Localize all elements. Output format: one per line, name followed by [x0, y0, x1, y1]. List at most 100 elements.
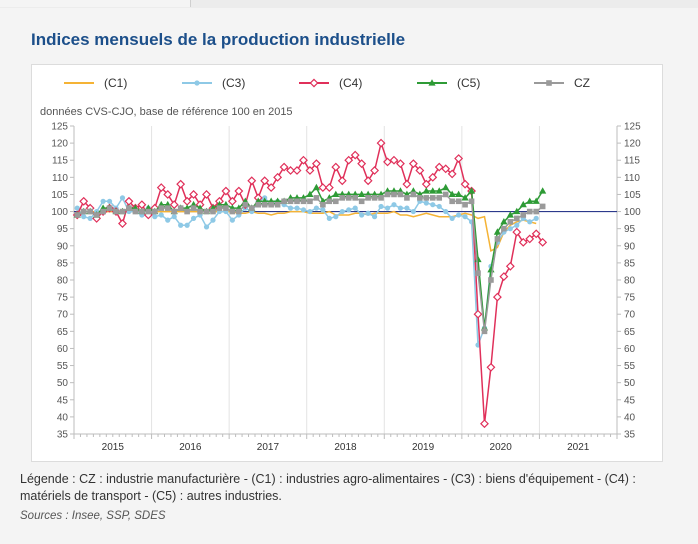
- data-point-c3: [300, 207, 307, 213]
- data-point-c3: [158, 212, 164, 218]
- data-point-cz: [216, 205, 223, 211]
- y-tick-label-right: 70: [624, 310, 636, 321]
- tab-edge: [0, 0, 191, 7]
- y-tick-label-left: 110: [52, 173, 68, 184]
- y-tick-label-left: 45: [57, 395, 69, 406]
- data-point-c3: [74, 205, 80, 211]
- data-point-c4: [337, 176, 347, 186]
- data-point-cz: [287, 198, 294, 205]
- data-point-c4: [266, 183, 276, 193]
- data-point-cz: [119, 208, 126, 215]
- y-tick-label-right: 90: [624, 241, 636, 252]
- legend-swatch-marker: [546, 80, 552, 86]
- data-point-c3: [533, 215, 539, 221]
- y-tick-label-right: 105: [624, 190, 641, 201]
- y-tick-label-left: 125: [51, 122, 68, 133]
- data-point-cz: [139, 208, 145, 215]
- data-point-cz: [223, 205, 229, 211]
- data-point-c4: [279, 162, 289, 172]
- data-point-c3: [171, 214, 177, 220]
- y-tick-label-right: 100: [624, 207, 641, 218]
- data-point-cz: [210, 208, 216, 215]
- data-point-c4: [402, 179, 412, 189]
- data-point-c3: [507, 226, 513, 232]
- data-point-cz: [242, 201, 249, 208]
- data-point-c5: [532, 197, 540, 204]
- data-point-c4: [137, 200, 147, 210]
- y-tick-label-right: 75: [624, 293, 636, 304]
- data-point-c3: [359, 212, 365, 218]
- data-point-c4: [273, 172, 283, 182]
- data-point-cz: [429, 195, 436, 201]
- data-point-cz: [152, 208, 158, 215]
- legend-label: (C5): [457, 76, 480, 90]
- data-point-c5: [312, 183, 321, 191]
- data-point-cz: [391, 191, 397, 198]
- data-point-cz: [436, 195, 443, 201]
- sources-note: Sources : Insee, SSP, SDES: [20, 510, 166, 522]
- data-point-cz: [410, 191, 417, 198]
- y-tick-label-right: 40: [624, 412, 636, 423]
- data-point-cz: [190, 205, 197, 211]
- data-point-c3: [404, 205, 410, 211]
- data-point-c3: [100, 198, 106, 204]
- chart-panel: (C1) (C3) (C4) (C5) CZ données CVS-CJO, base …: [31, 64, 663, 462]
- data-point-c3: [462, 214, 468, 220]
- data-point-c4: [260, 176, 270, 186]
- data-point-c4: [305, 166, 315, 175]
- data-point-cz: [449, 198, 455, 205]
- data-point-c4: [499, 272, 509, 282]
- data-point-cz: [307, 198, 313, 205]
- data-point-c3: [443, 208, 449, 215]
- data-point-c3: [294, 205, 300, 211]
- data-point-c3: [333, 214, 339, 220]
- data-point-c5: [493, 228, 502, 235]
- legend-swatch-marker: [194, 80, 200, 86]
- y-tick-label-left: 55: [57, 361, 69, 372]
- data-point-cz: [352, 195, 358, 201]
- data-point-c4: [415, 166, 425, 175]
- data-point-c3: [203, 224, 210, 230]
- y-tick-label-right: 65: [624, 327, 636, 338]
- data-point-cz: [345, 195, 352, 201]
- data-point-c3: [106, 198, 113, 204]
- data-point-c4: [234, 186, 244, 196]
- data-point-cz: [248, 205, 255, 211]
- data-point-c4: [505, 261, 515, 271]
- data-point-cz: [462, 201, 468, 208]
- data-point-cz: [397, 191, 404, 198]
- data-point-cz: [378, 195, 384, 201]
- data-point-cz: [255, 201, 262, 208]
- y-tick-label-right: 35: [624, 430, 636, 441]
- data-point-c4: [454, 154, 464, 163]
- data-point-c4: [538, 237, 548, 247]
- data-point-cz: [507, 219, 514, 225]
- data-point-cz: [106, 205, 113, 211]
- y-tick-label-right: 50: [624, 378, 636, 389]
- data-point-c3: [190, 215, 197, 221]
- data-point-c3: [449, 215, 455, 221]
- data-point-cz: [274, 201, 281, 208]
- data-point-c5: [358, 190, 366, 198]
- data-point-c3: [352, 205, 358, 211]
- data-point-cz: [268, 201, 274, 208]
- y-tick-label-right: 55: [624, 361, 636, 372]
- data-point-c4: [531, 229, 541, 239]
- data-point-c4: [202, 189, 211, 199]
- y-tick-label-left: 35: [57, 430, 69, 441]
- y-tick-label-left: 80: [57, 276, 69, 287]
- y-tick-label-left: 75: [57, 293, 69, 304]
- data-point-cz: [404, 195, 410, 201]
- data-point-cz: [488, 277, 494, 283]
- data-point-cz: [132, 208, 139, 215]
- data-point-cz: [320, 201, 326, 208]
- data-point-c4: [357, 159, 367, 169]
- data-point-c4: [486, 362, 496, 372]
- data-point-c4: [169, 200, 179, 210]
- data-point-cz: [171, 208, 177, 215]
- data-point-c4: [525, 234, 535, 244]
- y-tick-label-right: 85: [624, 258, 636, 269]
- data-point-c5: [442, 183, 450, 191]
- data-point-cz: [113, 208, 119, 215]
- y-tick-label-left: 65: [57, 327, 69, 338]
